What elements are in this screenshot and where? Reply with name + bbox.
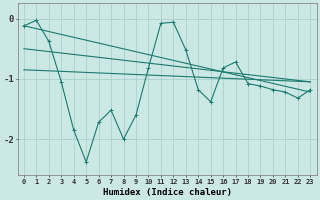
X-axis label: Humidex (Indice chaleur): Humidex (Indice chaleur) xyxy=(103,188,232,197)
